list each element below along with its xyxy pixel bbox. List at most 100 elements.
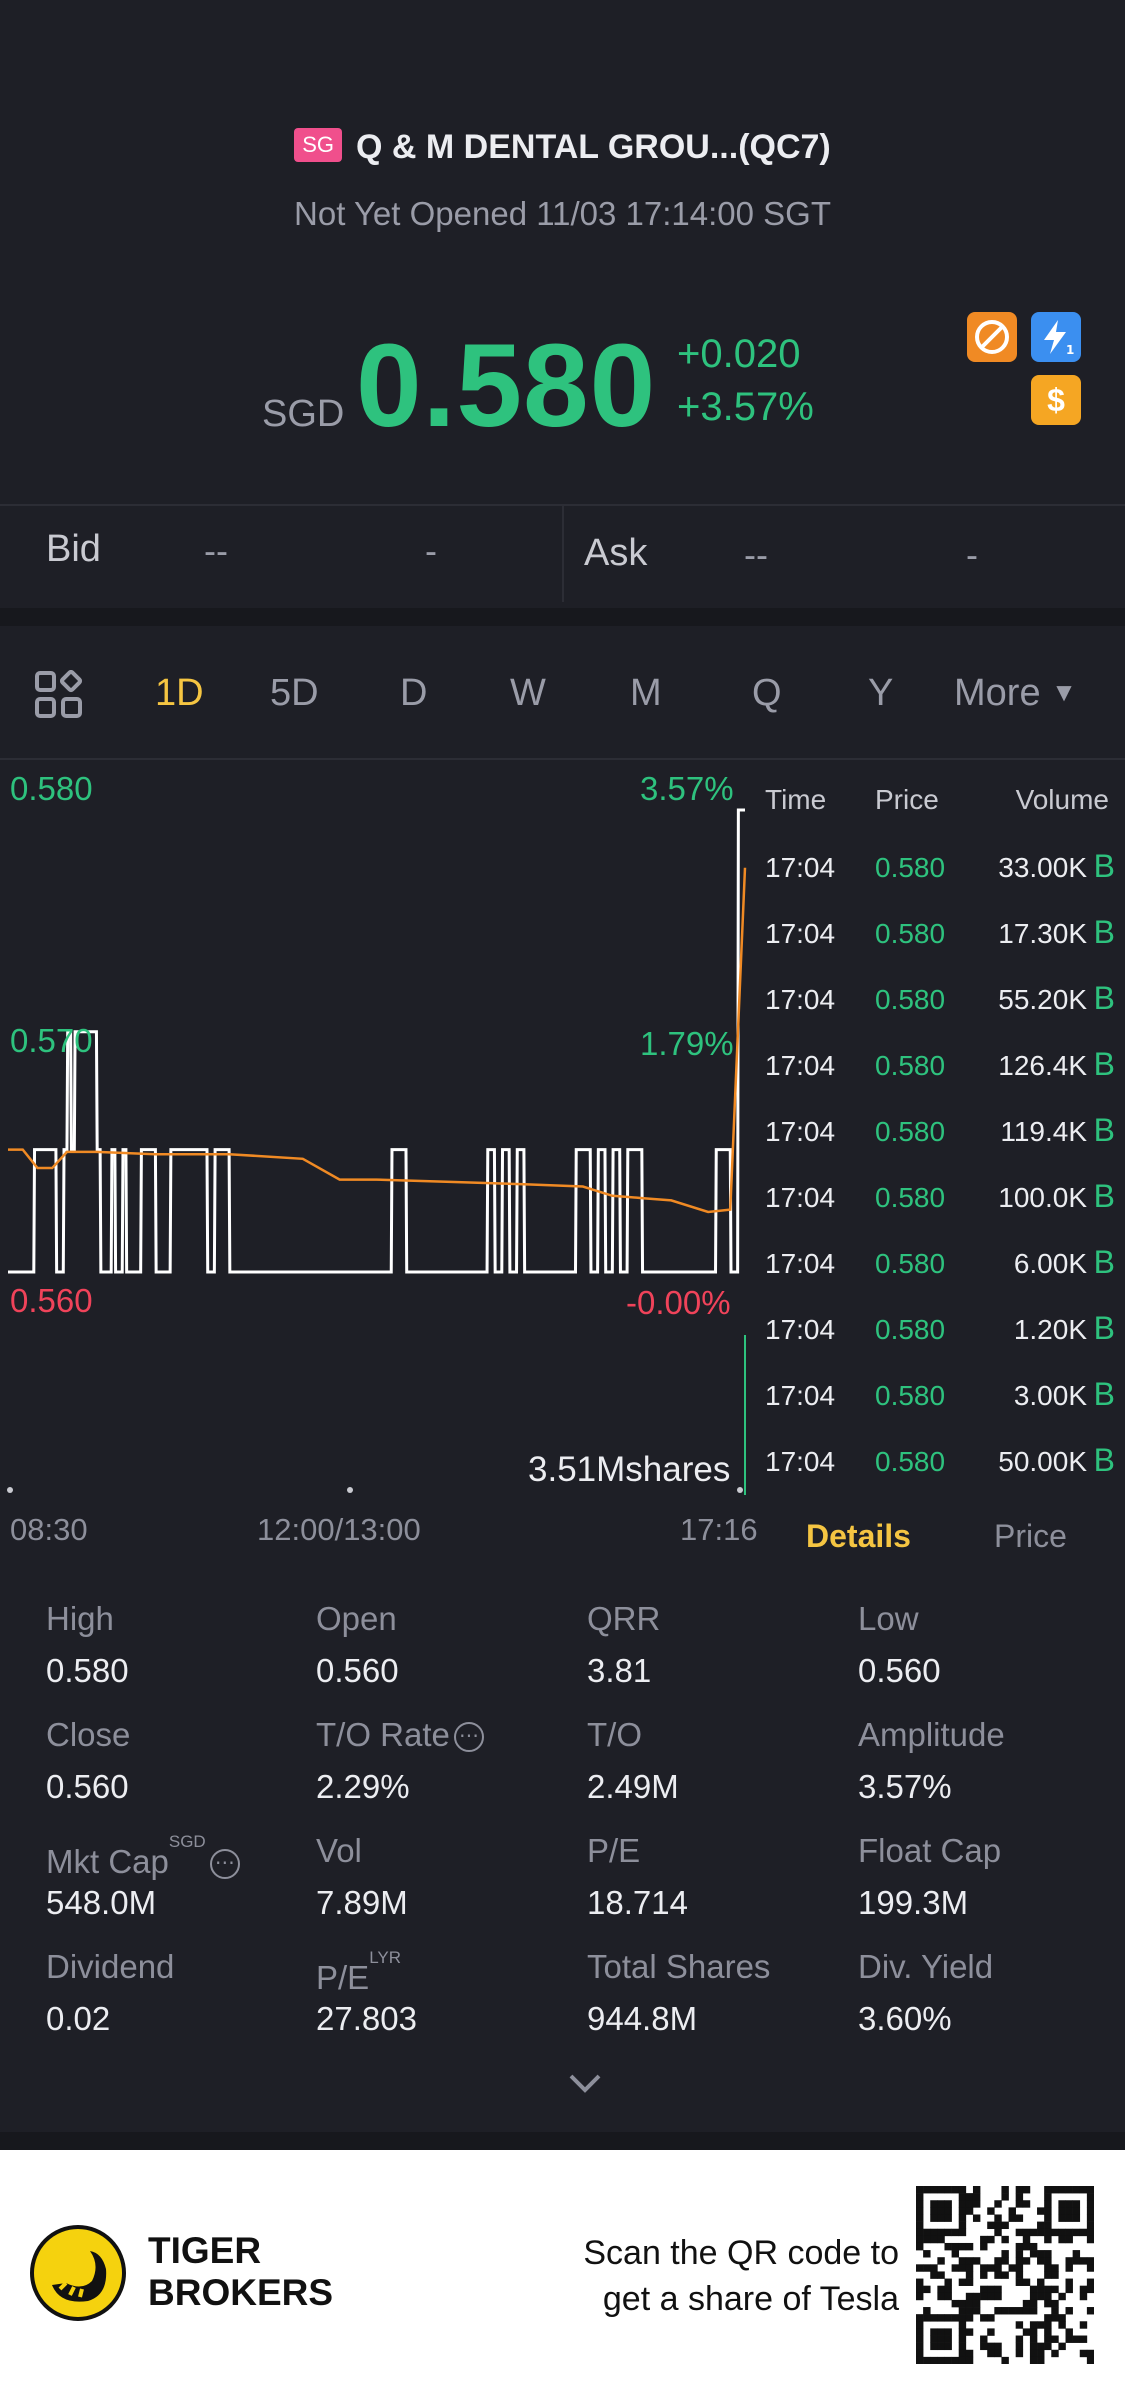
tick-row: 17:04 0.580 33.00K B — [765, 848, 1115, 918]
volume-label: 3.51Mshares — [528, 1450, 731, 1489]
layout-grid-icon[interactable] — [34, 669, 84, 725]
tick-time: 17:04 — [765, 1380, 836, 1411]
tick-buy-flag: B — [1093, 1244, 1115, 1280]
y-left-label-mid: 0.570 — [10, 1022, 93, 1059]
tick-time: 17:04 — [765, 984, 836, 1015]
caret-down-icon: ▼ — [1051, 677, 1077, 707]
dollar-icon[interactable]: $ — [1031, 375, 1081, 425]
detail-label-text: P/E — [316, 1959, 370, 1996]
tick-volume: 55.20K — [998, 984, 1087, 1015]
detail-label-text: T/O — [587, 1716, 642, 1753]
tab-m[interactable]: M — [630, 672, 662, 714]
tick-row: 17:04 0.580 55.20K B — [765, 980, 1115, 1050]
tab-details[interactable]: Details — [806, 1518, 911, 1554]
detail-value: 27.803 — [316, 2000, 417, 2037]
bid-label: Bid — [46, 528, 101, 570]
detail-label-text: Mkt Cap — [46, 1843, 169, 1880]
detail-label-text: Dividend — [46, 1948, 175, 1985]
more-dropdown[interactable]: More ▼ — [954, 672, 1077, 715]
info-icon[interactable]: ⋯ — [453, 1722, 484, 1752]
detail-label: Close — [46, 1716, 130, 1754]
detail-value: 3.81 — [587, 1652, 652, 1689]
detail-label: Low — [858, 1600, 919, 1638]
tick-time: 17:04 — [765, 1116, 836, 1147]
market-status: Not Yet Opened 11/03 17:14:00 SGT — [294, 195, 831, 232]
detail-label: Dividend — [46, 1948, 174, 1986]
qr-code-icon — [916, 2186, 1094, 2364]
tick-time: 17:04 — [765, 1182, 836, 1213]
stock-title[interactable]: SG Q & M DENTAL GROU...(QC7) — [0, 128, 1125, 167]
tick-row: 17:04 0.580 100.0K B — [765, 1178, 1115, 1248]
detail-label-text: Low — [858, 1600, 919, 1637]
detail-label: High — [46, 1600, 114, 1638]
intraday-chart[interactable] — [0, 760, 760, 1510]
lightning-level1-icon[interactable]: 1 — [1031, 312, 1081, 362]
axis-dot — [7, 1487, 13, 1493]
svg-text:1: 1 — [1066, 343, 1074, 357]
tab-q[interactable]: Q — [752, 672, 782, 714]
detail-value: 548.0M — [46, 1884, 157, 1921]
detail-value: 0.580 — [46, 1652, 129, 1689]
detail-label-text: Close — [46, 1716, 131, 1753]
promo-line-2: get a share of Tesla — [602, 2280, 899, 2318]
divider — [0, 758, 1125, 760]
tab-5d[interactable]: 5D — [270, 672, 319, 714]
no-shorting-icon[interactable] — [967, 312, 1017, 362]
ask-label: Ask — [584, 532, 648, 574]
tick-price: 0.580 — [875, 1116, 946, 1147]
tab-1d[interactable]: 1D — [155, 672, 204, 714]
tick-time: 17:04 — [765, 852, 836, 883]
detail-value: 3.60% — [858, 2000, 952, 2037]
market-badge: SG — [294, 128, 343, 162]
ticks-time-header: Time — [765, 784, 827, 815]
x-label-midday: 12:00/13:00 — [257, 1512, 421, 1547]
detail-value: 2.49M — [587, 1768, 679, 1805]
detail-value: 199.3M — [858, 1884, 969, 1921]
tick-volume: 3.00K — [1013, 1380, 1087, 1411]
tick-time: 17:04 — [765, 1248, 836, 1279]
detail-value: 944.8M — [587, 2000, 698, 2037]
detail-value: 0.560 — [858, 1652, 941, 1689]
tab-y[interactable]: Y — [868, 672, 894, 714]
section-separator — [0, 2132, 1125, 2150]
stock-name: Q & M DENTAL GROU...(QC7) — [356, 128, 831, 166]
detail-label: T/O Rate ⋯ — [316, 1716, 484, 1754]
tick-buy-flag: B — [1093, 1310, 1115, 1346]
info-icon[interactable]: ⋯ — [209, 1849, 240, 1879]
brand-line-1: TIGER — [148, 2230, 262, 2271]
detail-superscript: LYR — [369, 1948, 402, 1967]
ticks-header: Time Price Volume — [765, 784, 1115, 850]
tab-w[interactable]: W — [510, 672, 546, 714]
change-value: +0.020 — [677, 332, 801, 376]
tick-time: 17:04 — [765, 1314, 836, 1345]
tick-row: 17:04 0.580 1.20K B — [765, 1310, 1115, 1380]
detail-label-text: Div. Yield — [858, 1948, 994, 1985]
detail-label: Div. Yield — [858, 1948, 993, 1986]
tick-price: 0.580 — [875, 1314, 946, 1345]
tick-buy-flag: B — [1093, 1112, 1115, 1148]
promo-footer: TIGER BROKERS Scan the QR code to get a … — [0, 2150, 1125, 2392]
tick-time: 17:04 — [765, 1050, 836, 1081]
detail-label: Total Shares — [587, 1948, 770, 1986]
y-right-label-bottom: -0.00% — [626, 1284, 731, 1321]
expand-chevron-icon[interactable] — [565, 2068, 605, 2103]
tab-d[interactable]: D — [400, 672, 428, 714]
ask-price: -- — [744, 534, 768, 575]
tick-row: 17:04 0.580 50.00K B — [765, 1442, 1115, 1512]
price-line — [8, 808, 745, 1274]
promo-text: Scan the QR code to get a share of Tesla — [583, 2230, 899, 2322]
tick-volume: 50.00K — [998, 1446, 1087, 1477]
tab-price[interactable]: Price — [994, 1518, 1067, 1554]
x-label-close: 17:16 — [680, 1512, 758, 1547]
tick-row: 17:04 0.580 6.00K B — [765, 1244, 1115, 1314]
detail-superscript: SGD — [168, 1832, 206, 1851]
detail-value: 0.560 — [316, 1652, 399, 1689]
last-price: 0.580 — [356, 320, 657, 452]
detail-value: 2.29% — [316, 1768, 410, 1805]
ticks-price-header: Price — [875, 784, 939, 815]
bid-size: - — [425, 530, 437, 571]
tick-price: 0.580 — [875, 852, 946, 883]
tick-row: 17:04 0.580 17.30K B — [765, 914, 1115, 984]
tick-price: 0.580 — [875, 1380, 946, 1411]
tick-price: 0.580 — [875, 1050, 946, 1081]
